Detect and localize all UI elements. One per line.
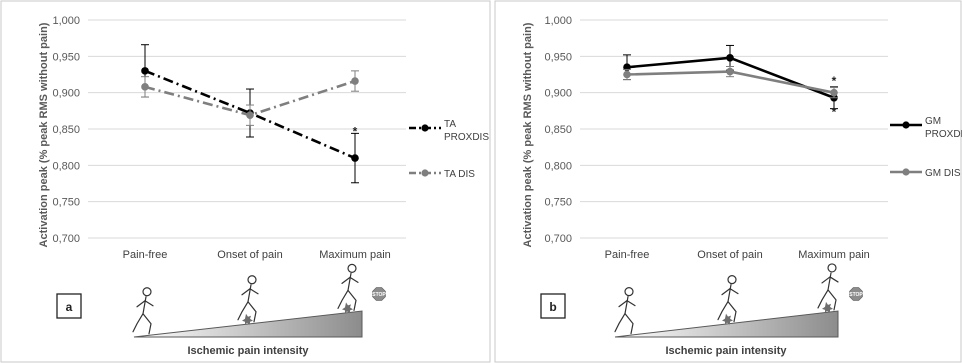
y-tick-label: 0,800: [544, 160, 572, 172]
y-tick-label: 0,850: [544, 124, 572, 136]
stop-sign-icon: STOP: [372, 287, 386, 301]
x-category-label: Onset of pain: [217, 249, 282, 261]
x-category-label: Maximum pain: [798, 249, 870, 261]
pain-intensity-ramp: [133, 310, 363, 338]
y-tick-label: 0,950: [52, 51, 80, 63]
stop-sign-text: STOP: [372, 292, 386, 298]
head: [827, 263, 837, 273]
series-line: [144, 69, 356, 160]
legend-label: TA DIS: [444, 169, 475, 180]
y-tick-label: 0,700: [52, 233, 80, 245]
legs: [817, 289, 837, 311]
data-point: [351, 77, 359, 85]
pain-burst-icon: [722, 313, 733, 325]
arms: [721, 287, 739, 296]
legs: [337, 289, 357, 311]
data-point: [141, 67, 149, 75]
stop-sign-octagon: [372, 287, 386, 301]
torso: [247, 284, 252, 303]
pain-intensity-ramp: [614, 310, 839, 338]
y-tick-label: 0,900: [544, 88, 572, 100]
legend-marker: [902, 168, 910, 176]
head: [624, 287, 634, 297]
head: [247, 275, 257, 285]
head: [347, 263, 357, 273]
y-tick-label: 0,850: [52, 124, 80, 136]
x-category-label: Pain-free: [123, 249, 168, 261]
torso: [624, 296, 629, 315]
torso: [347, 272, 352, 291]
significance-star: *: [353, 125, 358, 139]
walker-icon: [614, 287, 636, 335]
torso: [142, 296, 147, 315]
significance-star: *: [832, 105, 837, 119]
panel-label: b: [549, 300, 556, 314]
legs: [132, 313, 152, 335]
y-tick-label: 0,800: [52, 160, 80, 172]
arms: [821, 276, 839, 284]
walker-icon: [132, 287, 154, 335]
stop-sign-text: STOP: [849, 292, 863, 298]
data-point: [351, 154, 359, 162]
legend-label: GM DIS: [925, 168, 961, 179]
panel-label-box: [540, 293, 566, 319]
stop-sign-icon: STOP: [849, 287, 863, 301]
y-tick-label: 0,750: [544, 197, 572, 209]
legend-marker: [421, 169, 429, 177]
arms: [618, 300, 636, 308]
torso: [827, 272, 832, 291]
legs: [614, 313, 634, 335]
panel-b-frame: [494, 0, 962, 363]
arms: [136, 300, 154, 308]
data-point: [623, 70, 631, 79]
torso: [727, 283, 732, 303]
y-tick-label: 0,700: [544, 233, 572, 245]
data-point: [726, 53, 734, 62]
pain-burst-icon: [822, 301, 833, 313]
walker-pain-icon: [817, 263, 839, 313]
significance-star: *: [832, 74, 837, 88]
pain-burst-icon: [242, 313, 253, 325]
data-point: [726, 67, 734, 76]
arms: [341, 276, 359, 284]
legs: [717, 300, 737, 323]
panel-label: a: [66, 300, 73, 314]
stop-sign-octagon: [849, 287, 863, 301]
panel-label-box: [56, 293, 82, 319]
x-category-label: Onset of pain: [697, 249, 762, 261]
y-tick-label: 0,900: [52, 88, 80, 100]
legend-label: TA: [444, 119, 456, 130]
data-point: [830, 88, 838, 97]
y-tick-label: 1,000: [544, 15, 572, 27]
head: [727, 274, 737, 285]
y-tick-label: 0,750: [52, 197, 80, 209]
x-axis-caption: Ischemic pain intensity: [187, 345, 309, 357]
legend-marker: [421, 124, 429, 132]
head: [142, 287, 152, 297]
data-point: [141, 83, 149, 91]
legend-label: GM: [925, 116, 941, 127]
legend-label: PROXDIS: [444, 132, 489, 143]
legend-label: PROXDIS: [925, 129, 962, 140]
y-axis-label: Activation peak (% peak RMS without pain…: [522, 22, 534, 247]
y-axis-label: Activation peak (% peak RMS without pain…: [38, 22, 50, 247]
x-axis-caption: Ischemic pain intensity: [665, 345, 787, 357]
legend-marker: [902, 121, 910, 129]
x-category-label: Maximum pain: [319, 249, 391, 261]
panel-a: 1,000 0,950 0,900 0,850 0,800 0,750 0,700Activ…: [38, 15, 489, 357]
panel-a-frame: [0, 0, 491, 363]
data-point: [246, 111, 254, 119]
y-tick-label: 1,000: [52, 15, 80, 27]
panel-b: 1,000 0,950 0,900 0,850 0,800 0,750 0,700 Activ…: [522, 15, 962, 357]
walker-pain-icon: [237, 275, 259, 325]
walker-pain-icon: [717, 274, 739, 325]
walker-pain-icon: [337, 263, 359, 314]
y-tick-label: 0,950: [544, 51, 572, 63]
legs: [237, 301, 257, 323]
x-category-label: Pain-free: [605, 249, 650, 261]
arms: [241, 288, 259, 296]
pain-burst-icon: [342, 302, 353, 314]
